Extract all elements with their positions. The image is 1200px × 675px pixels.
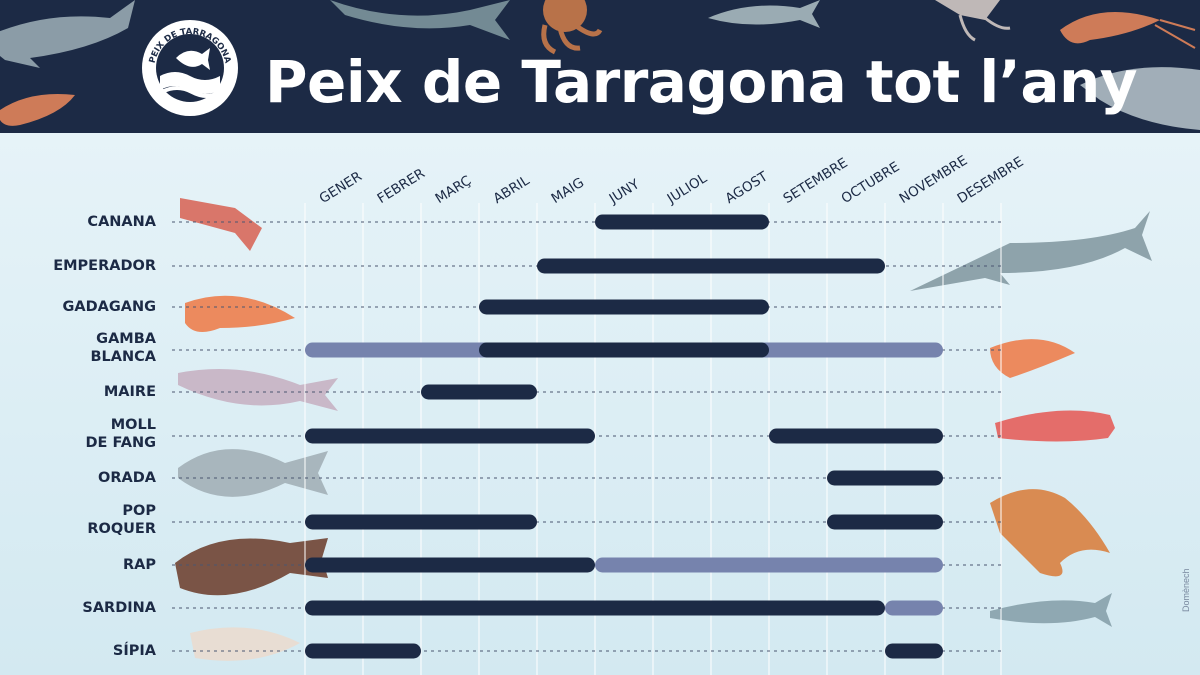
season-bar-peak bbox=[769, 428, 943, 444]
season-bar-peak bbox=[305, 514, 537, 530]
fish-illustration bbox=[1080, 67, 1200, 130]
squid-illustration bbox=[935, 0, 1011, 42]
species-label: RAP bbox=[122, 557, 156, 573]
swordfish-illustration bbox=[0, 0, 135, 68]
hake-illustration bbox=[178, 369, 338, 411]
species-label: GADAGANG bbox=[62, 299, 156, 315]
sea-bream-illustration bbox=[178, 449, 328, 497]
sardine-illustration bbox=[708, 0, 820, 28]
seasonality-chart: CANANA EMPERADOR GADAGANG GAMBA BLANCA MAIRE… bbox=[0, 133, 1200, 675]
swordfish-illustration bbox=[910, 211, 1152, 291]
season-bar-peak bbox=[305, 600, 885, 616]
season-bar-low bbox=[885, 600, 943, 616]
species-label: POP ROQUER bbox=[87, 503, 156, 537]
species-label: SARDINA bbox=[82, 600, 156, 616]
season-bar-peak bbox=[305, 428, 595, 444]
species-label: GAMBA BLANCA bbox=[90, 331, 156, 365]
sardine-illustration bbox=[990, 593, 1112, 627]
cuttlefish-illustration bbox=[190, 627, 300, 661]
illustrator-credit: Domènech bbox=[1181, 568, 1191, 612]
species-label: SÍPIA bbox=[112, 643, 156, 659]
season-bar-peak bbox=[421, 384, 537, 400]
mackerel-illustration bbox=[330, 0, 510, 40]
species-label: MAIRE bbox=[103, 384, 156, 400]
header-decoration bbox=[0, 0, 1200, 130]
octopus-illustration bbox=[541, 0, 603, 55]
season-bar-peak bbox=[537, 258, 885, 274]
species-label: ORADA bbox=[98, 470, 156, 486]
chart-canvas bbox=[172, 198, 1152, 675]
season-bar-peak bbox=[479, 342, 769, 358]
red-mullet-illustration bbox=[995, 410, 1115, 442]
season-bar-peak bbox=[827, 514, 943, 530]
prawn-illustration bbox=[1060, 12, 1196, 49]
peix-de-tarragona-logo: PEIX DE TARRAGONA bbox=[142, 20, 238, 116]
season-bar-peak bbox=[305, 557, 595, 573]
header-banner: PEIX DE TARRAGONA Peix de Tarragona tot … bbox=[0, 0, 1200, 133]
prawn-illustration bbox=[185, 295, 295, 332]
shrimp-illustration bbox=[0, 94, 75, 126]
octopus-illustration bbox=[990, 489, 1110, 577]
species-label: EMPERADOR bbox=[53, 258, 156, 274]
season-bar-peak bbox=[885, 643, 943, 659]
anglerfish-illustration bbox=[175, 538, 328, 596]
white-shrimp-illustration bbox=[990, 339, 1075, 378]
season-bar-low bbox=[595, 557, 943, 573]
season-bar-peak bbox=[305, 643, 421, 659]
season-bar-peak bbox=[827, 470, 943, 486]
season-bar-peak bbox=[479, 299, 769, 315]
species-label: CANANA bbox=[87, 214, 156, 230]
page-title: Peix de Tarragona tot l’any bbox=[265, 48, 1138, 116]
squid-illustration bbox=[180, 198, 262, 251]
season-bar-peak bbox=[595, 214, 769, 230]
species-label: MOLL DE FANG bbox=[85, 417, 157, 451]
